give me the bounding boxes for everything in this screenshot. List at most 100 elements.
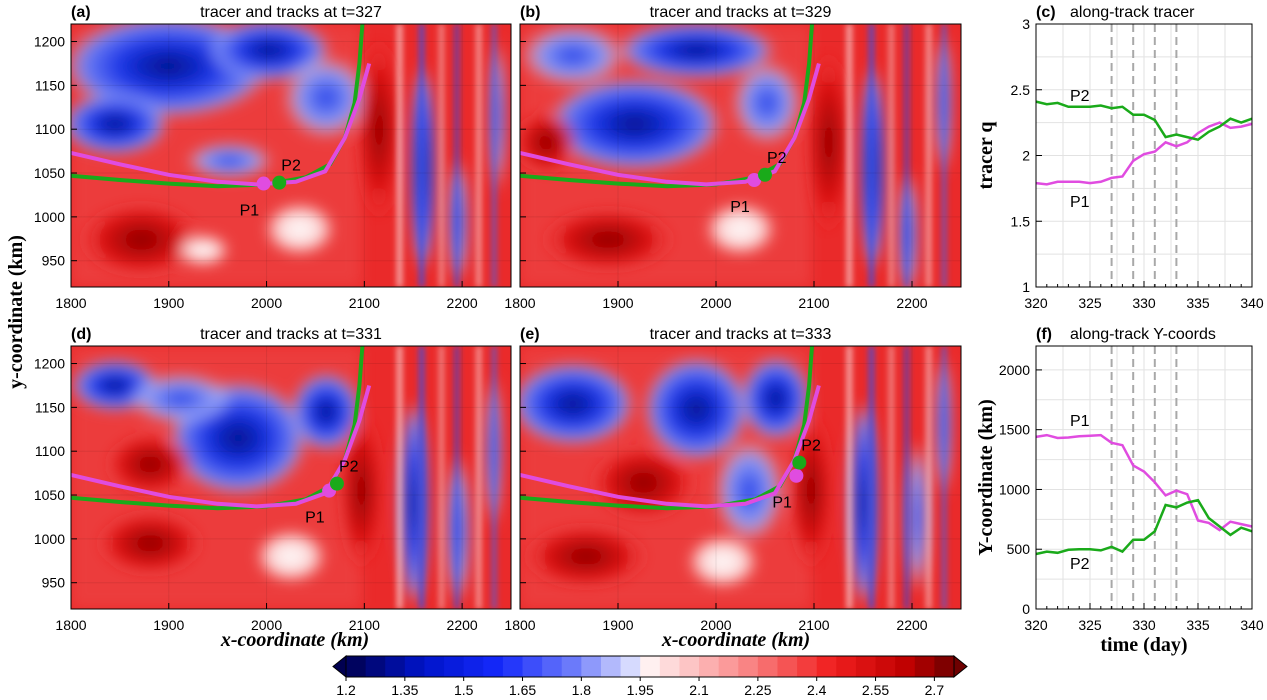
colorbar-segment — [463, 656, 484, 677]
series-label-p1: P1 — [1070, 194, 1090, 211]
point-label-p2: P2 — [767, 150, 787, 167]
y-tick-label: 1200 — [34, 356, 65, 372]
colorbar-segment — [561, 656, 582, 677]
series-label-p2: P2 — [1070, 88, 1090, 105]
colorbar-frame — [345, 655, 955, 678]
panel-letter: (d) — [71, 326, 91, 343]
colorbar-segment — [777, 656, 798, 677]
y-tick-label: 2 — [1022, 148, 1030, 164]
colorbar-segment — [640, 656, 661, 677]
x-tick-label: 1900 — [602, 295, 633, 311]
x-tick-label: 340 — [1240, 295, 1264, 311]
x-tick-label: 330 — [1132, 295, 1156, 311]
y-tick-label: 1150 — [35, 77, 65, 93]
colorbar-segment — [699, 656, 720, 677]
panel-title: tracer and tracks at t=329 — [650, 4, 832, 21]
colorbar-tick-label: 2.55 — [862, 682, 889, 698]
y-tick-label: 2000 — [999, 362, 1030, 378]
colorbar-extend-high — [953, 654, 968, 679]
series-p1-line — [1035, 433, 1253, 532]
point-p1 — [747, 173, 762, 188]
x-tick-label: 2200 — [447, 617, 478, 633]
y-tick-label: 1100 — [35, 443, 65, 459]
colorbar-segment — [385, 656, 406, 677]
y-tick-label: 1 — [1022, 279, 1030, 295]
point-label-p2: P2 — [801, 438, 821, 455]
colorbar-segment — [836, 656, 857, 677]
y-tick-label: 500 — [1007, 541, 1031, 557]
x-tick-label: 2100 — [349, 617, 380, 633]
x-tick-label: 2200 — [447, 295, 478, 311]
colorbar-segment — [365, 656, 386, 677]
series-label-p1: P1 — [1070, 413, 1090, 430]
y-tick-label: 1.5 — [1011, 213, 1031, 229]
map-panel-d: P1 P2 1800 1900 2000 2100 2200 950 1000 1050 1100 1… — [34, 326, 512, 633]
panel-title: tracer and tracks at t=327 — [200, 4, 382, 21]
x-tick-label: 1900 — [153, 295, 184, 311]
point-p2 — [329, 476, 344, 491]
colorbar-tick-label: 1.8 — [572, 682, 592, 698]
point-label-p1: P1 — [772, 495, 792, 512]
x-axis-label: time (day) — [1100, 634, 1187, 656]
y-tick-label: 3 — [1022, 16, 1030, 32]
line-panel-c: P1 P2 320 325 330 335 340 1 1.5 2 2.5 3 (c) along-tra… — [975, 4, 1264, 311]
map-xlabel-bottom: x-coordinate (km) — [661, 629, 810, 651]
colorbar-segment — [581, 656, 602, 677]
x-tick-label: 340 — [1240, 617, 1264, 633]
y-tick-label: 2.5 — [1011, 82, 1031, 98]
colorbar-segment — [522, 656, 543, 677]
colorbar-tick-label: 1.95 — [627, 682, 654, 698]
colorbar-segment — [718, 656, 739, 677]
colorbar-tick-label: 1.35 — [391, 682, 418, 698]
colorbar-tick-label: 1.2 — [336, 682, 356, 698]
x-tick-label: 2200 — [896, 617, 927, 633]
y-tick-label: 1000 — [999, 481, 1030, 497]
x-tick-label: 2100 — [798, 617, 829, 633]
y-axis-label: Y-coordinate (km) — [975, 399, 997, 555]
panel-frame — [519, 23, 962, 288]
colorbar-segment — [855, 656, 877, 677]
track-p1-line — [520, 384, 821, 509]
y-axis-label: tracer q — [975, 122, 997, 190]
point-p1 — [789, 468, 804, 483]
panel-frame — [70, 345, 512, 610]
map-panel-b: P1 P2 1800 1900 2000 2100 2200 (b) tracer and tr… — [504, 4, 962, 311]
x-tick-label: 1900 — [602, 617, 633, 633]
x-tick-label: 1900 — [153, 617, 184, 633]
colorbar-segment — [895, 656, 916, 677]
panel-title: tracer and tracks at t=331 — [200, 326, 382, 343]
colorbar-segment — [424, 656, 445, 677]
colorbar-segment — [875, 656, 896, 677]
x-tick-label: 335 — [1186, 617, 1210, 633]
colorbar-extend-low — [332, 654, 347, 679]
colorbar-tick-label: 2.7 — [925, 682, 945, 698]
x-tick-label: 2000 — [251, 295, 282, 311]
colorbar-tick-label: 2.4 — [807, 682, 827, 698]
tracer-field — [520, 346, 961, 609]
colorbar-tick-label: 1.5 — [454, 682, 474, 698]
colorbar: 1.2 1.35 1.5 1.65 1.8 1.95 2.1 2.25 2.4 2.55 2.7 — [332, 654, 968, 698]
series-p1-line — [1035, 121, 1253, 186]
point-label-p1: P1 — [730, 199, 750, 216]
point-label-p2: P2 — [339, 459, 359, 476]
colorbar-segment — [444, 656, 465, 677]
panel-title: tracer and tracks at t=333 — [650, 326, 832, 343]
y-tick-label: 1200 — [34, 34, 65, 50]
x-tick-label: 320 — [1024, 617, 1048, 633]
x-tick-label: 325 — [1078, 295, 1102, 311]
panel-letter: (e) — [520, 326, 540, 343]
y-tick-label: 1100 — [35, 121, 65, 137]
colorbar-segment — [483, 656, 504, 677]
x-tick-label: 2100 — [798, 295, 829, 311]
colorbar-segment — [659, 656, 681, 677]
colorbar-tick-label: 1.65 — [509, 682, 536, 698]
point-p2 — [792, 455, 807, 470]
colorbar-segment — [679, 656, 700, 677]
x-tick-label: 320 — [1024, 295, 1048, 311]
x-tick-label: 2100 — [349, 295, 380, 311]
panel-frame — [519, 345, 962, 610]
line-panel-f: P1 P2 320 325 330 335 340 0 500 1000 1500 2000 (f) al… — [975, 326, 1264, 656]
x-tick-label: 2000 — [700, 617, 731, 633]
colorbar-tick-label: 2.25 — [744, 682, 771, 698]
